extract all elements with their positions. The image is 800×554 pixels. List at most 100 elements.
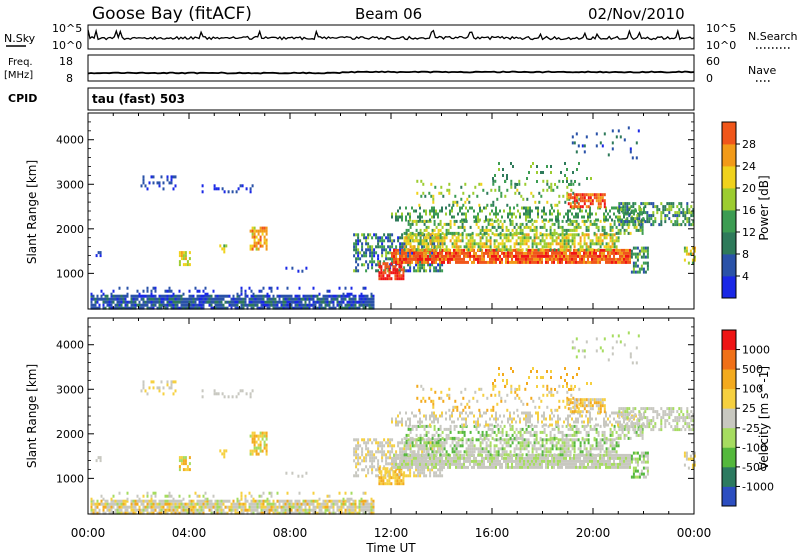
- data-cell: [469, 239, 472, 243]
- data-cell: [435, 254, 437, 258]
- data-cell: [334, 499, 337, 503]
- data-cell: [452, 200, 455, 204]
- data-cell: [358, 300, 361, 304]
- data-cell: [405, 459, 407, 463]
- data-cell: [535, 257, 537, 261]
- data-cell: [560, 171, 562, 174]
- data-cell: [623, 257, 625, 261]
- data-cell: [387, 239, 390, 243]
- data-cell: [691, 246, 694, 250]
- data-cell: [318, 300, 321, 304]
- data-cell: [693, 258, 696, 262]
- data-cell: [572, 200, 575, 204]
- data-cell: [603, 231, 606, 235]
- data-cell: [194, 306, 197, 310]
- data-cell: [630, 211, 633, 215]
- data-cell: [652, 214, 655, 218]
- data-cell: [312, 294, 315, 298]
- data-cell: [646, 220, 649, 224]
- colorbar-segment: [722, 254, 736, 277]
- data-cell: [330, 505, 333, 509]
- data-cell: [302, 297, 305, 301]
- data-cell: [583, 202, 586, 206]
- data-cell: [150, 289, 153, 293]
- data-cell: [523, 233, 526, 237]
- data-cell: [478, 182, 481, 186]
- data-cell: [627, 225, 630, 229]
- data-cell: [388, 470, 391, 474]
- data-cell: [322, 502, 325, 506]
- data-cell: [264, 499, 267, 503]
- data-cell: [118, 294, 121, 298]
- data-cell: [407, 222, 410, 226]
- data-cell: [409, 225, 412, 229]
- data-cell: [575, 205, 578, 209]
- data-cell: [206, 505, 209, 509]
- data-cell: [397, 215, 399, 219]
- data-cell: [334, 502, 337, 506]
- data-cell: [489, 218, 491, 222]
- data-cell: [124, 297, 127, 301]
- data-cell: [383, 465, 386, 469]
- data-cell: [391, 450, 394, 454]
- data-cell: [166, 297, 169, 301]
- data-cell: [565, 251, 567, 255]
- data-cell: [447, 222, 450, 226]
- data-cell: [629, 231, 632, 235]
- data-cell: [160, 297, 163, 301]
- data-cell: [505, 245, 508, 249]
- data-cell: [437, 269, 440, 273]
- data-cell: [401, 465, 403, 469]
- data-cell: [213, 389, 216, 393]
- data-cell: [537, 459, 539, 463]
- data-cell: [170, 178, 173, 182]
- data-cell: [405, 245, 408, 249]
- data-cell: [397, 441, 400, 445]
- data-cell: [224, 300, 227, 304]
- data-cell: [666, 214, 669, 218]
- data-cell: [90, 297, 93, 301]
- data-cell: [603, 132, 606, 136]
- data-cell: [569, 260, 571, 264]
- data-cell: [644, 211, 647, 215]
- data-cell: [294, 511, 297, 515]
- data-cell: [386, 467, 389, 471]
- data-cell: [545, 260, 547, 264]
- data-cell: [122, 499, 125, 503]
- data-cell: [363, 263, 366, 267]
- data-cell: [387, 441, 390, 445]
- data-cell: [559, 260, 561, 264]
- data-cell: [609, 209, 611, 213]
- data-cell: [357, 459, 360, 463]
- data-cell: [578, 182, 581, 186]
- data-cell: [595, 212, 597, 216]
- data-cell: [391, 239, 394, 243]
- data-cell: [274, 306, 277, 310]
- data-cell: [459, 462, 461, 466]
- data-cell: [286, 491, 289, 495]
- data-cell: [601, 242, 604, 246]
- data-cell: [348, 294, 351, 298]
- data-cell: [519, 251, 521, 255]
- data-cell: [194, 286, 197, 290]
- data-cell: [398, 476, 401, 480]
- data-cell: [383, 233, 386, 237]
- data-cell: [481, 209, 483, 213]
- data-cell: [196, 289, 199, 293]
- data-cell: [473, 453, 475, 457]
- data-cell: [186, 297, 189, 301]
- data-cell: [537, 215, 539, 219]
- data-cell: [435, 212, 437, 216]
- data-cell: [245, 392, 248, 396]
- data-cell: [164, 502, 167, 506]
- data-cell: [140, 502, 143, 506]
- data-cell: [334, 306, 337, 310]
- data-cell: [150, 494, 153, 498]
- data-cell: [535, 260, 537, 264]
- data-cell: [286, 499, 289, 503]
- data-cell: [553, 248, 556, 252]
- data-cell: [370, 294, 373, 298]
- data-cell: [150, 505, 153, 509]
- data-cell: [302, 502, 305, 506]
- data-cell: [377, 245, 380, 249]
